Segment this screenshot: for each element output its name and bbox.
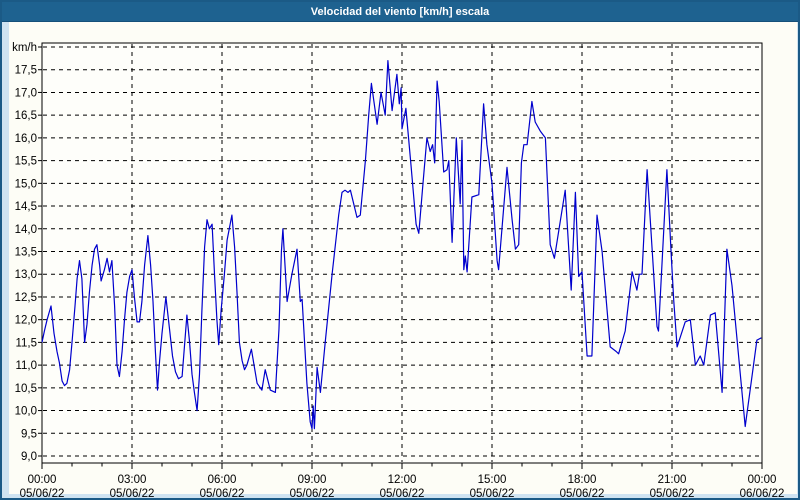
- y-tick-label: 13,5: [15, 247, 37, 259]
- y-axis-unit-label: km/h: [12, 42, 37, 54]
- chart-title: Velocidad del viento [km/h] escala: [310, 5, 490, 18]
- y-tick-label: 9,0: [21, 451, 37, 463]
- x-tick-date-label: 06/06/22: [740, 488, 785, 500]
- x-tick-time-label: 06:00: [208, 474, 237, 486]
- x-tick-time-label: 00:00: [28, 474, 57, 486]
- y-tick-label: 12,0: [15, 315, 37, 327]
- y-tick-label: 11,5: [15, 337, 37, 349]
- x-tick-date-label: 05/06/22: [380, 488, 425, 500]
- x-tick-time-label: 12:00: [388, 474, 417, 486]
- y-tick-label: 17,0: [15, 87, 37, 99]
- y-tick-label: 15,5: [15, 156, 37, 168]
- x-tick-time-label: 09:00: [298, 474, 327, 486]
- x-tick-date-label: 05/06/22: [560, 488, 605, 500]
- x-tick-time-label: 00:00: [748, 474, 777, 486]
- x-tick-date-label: 05/06/22: [110, 488, 155, 500]
- y-tick-label: 16,0: [15, 133, 37, 145]
- y-tick-label: 14,0: [15, 224, 37, 236]
- x-tick-time-label: 15:00: [478, 474, 507, 486]
- y-tick-label: 15,0: [15, 178, 37, 190]
- y-tick-label: 10,0: [15, 406, 37, 418]
- y-tick-label: 14,5: [15, 201, 37, 213]
- title-bar: Velocidad del viento [km/h] escala: [2, 2, 798, 22]
- y-tick-label: 13,0: [15, 269, 37, 281]
- x-tick-time-label: 03:00: [118, 474, 147, 486]
- x-tick-date-label: 05/06/22: [200, 488, 245, 500]
- y-tick-label: 11,0: [15, 360, 37, 372]
- x-tick-time-label: 21:00: [658, 474, 687, 486]
- wind-speed-series-line: [41, 59, 762, 430]
- x-tick-time-label: 18:00: [568, 474, 597, 486]
- x-tick-date-label: 05/06/22: [650, 488, 695, 500]
- y-tick-label: 17,5: [15, 65, 37, 77]
- y-tick-label: 9,5: [21, 428, 37, 440]
- x-tick-date-label: 05/06/22: [290, 488, 335, 500]
- y-tick-label: 10,5: [15, 383, 37, 395]
- y-tick-label: 16,5: [15, 110, 37, 122]
- x-tick-date-label: 05/06/22: [20, 488, 65, 500]
- y-tick-label: 12,5: [15, 292, 37, 304]
- x-tick-date-label: 05/06/22: [470, 488, 515, 500]
